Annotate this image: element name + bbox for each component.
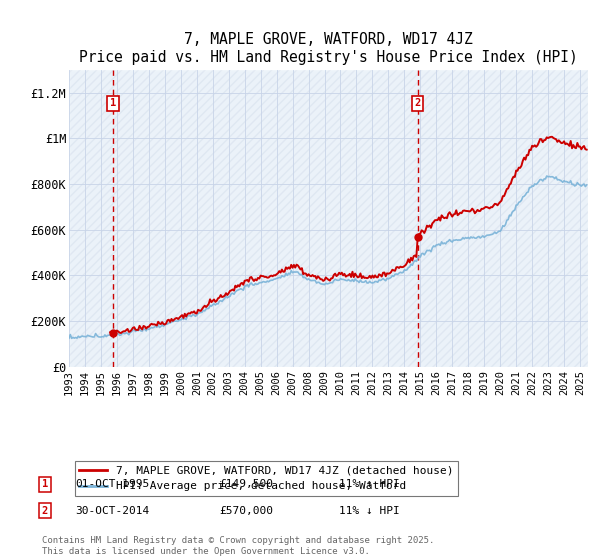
Text: 11% ↓ HPI: 11% ↓ HPI [339,506,400,516]
Text: £570,000: £570,000 [219,506,273,516]
Title: 7, MAPLE GROVE, WATFORD, WD17 4JZ
Price paid vs. HM Land Registry's House Price : 7, MAPLE GROVE, WATFORD, WD17 4JZ Price … [79,32,578,64]
Text: 11% ↑ HPI: 11% ↑ HPI [339,479,400,489]
Text: 1: 1 [110,98,116,108]
Text: 30-OCT-2014: 30-OCT-2014 [75,506,149,516]
Text: 01-OCT-1995: 01-OCT-1995 [75,479,149,489]
Text: 2: 2 [42,506,48,516]
Text: Contains HM Land Registry data © Crown copyright and database right 2025.
This d: Contains HM Land Registry data © Crown c… [42,536,434,556]
Text: 2: 2 [415,98,421,108]
Legend: 7, MAPLE GROVE, WATFORD, WD17 4JZ (detached house), HPI: Average price, detached: 7, MAPLE GROVE, WATFORD, WD17 4JZ (detac… [74,461,458,496]
Text: 1: 1 [42,479,48,489]
Text: £149,500: £149,500 [219,479,273,489]
